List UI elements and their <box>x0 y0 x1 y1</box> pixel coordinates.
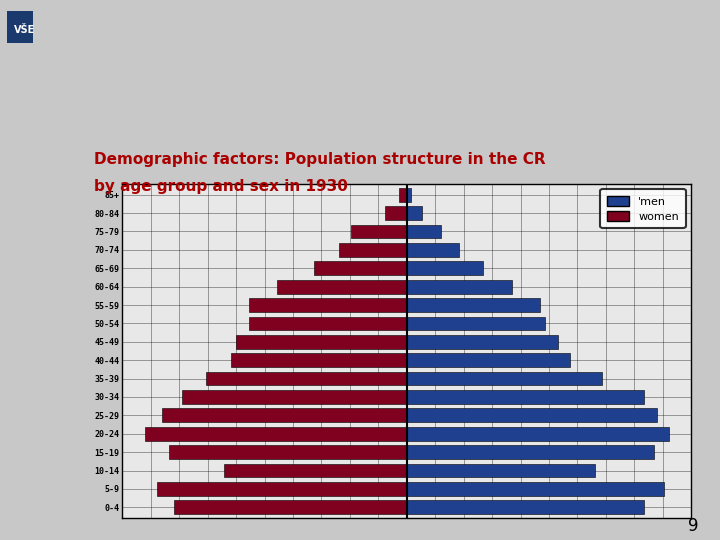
Bar <box>169 446 407 459</box>
Text: 9: 9 <box>688 517 698 535</box>
Bar <box>277 280 407 294</box>
Bar <box>407 335 558 349</box>
Bar <box>407 501 644 514</box>
Bar <box>407 243 459 256</box>
Bar <box>181 390 407 404</box>
Bar <box>248 298 407 312</box>
Bar <box>407 298 540 312</box>
Bar <box>314 261 407 275</box>
Bar <box>407 225 441 238</box>
Bar <box>400 188 407 201</box>
Bar <box>407 446 654 459</box>
Bar <box>407 390 644 404</box>
Text: Demographic factors: Population structure in the CR: Demographic factors: Population structur… <box>94 152 545 167</box>
Legend: 'men, women: 'men, women <box>600 189 685 228</box>
Bar <box>407 316 545 330</box>
Bar <box>224 464 407 477</box>
Bar <box>236 335 407 349</box>
Text: VŠE: VŠE <box>14 25 35 35</box>
Bar <box>162 408 407 422</box>
Bar <box>407 188 410 201</box>
Text: by age group and sex in 1930: by age group and sex in 1930 <box>94 179 348 194</box>
Bar <box>407 261 483 275</box>
Bar <box>351 225 407 238</box>
Bar <box>339 243 407 256</box>
Bar <box>407 482 664 496</box>
Bar <box>407 464 595 477</box>
Bar <box>407 353 570 367</box>
Bar <box>7 11 33 43</box>
Bar <box>407 206 422 220</box>
Bar <box>157 482 407 496</box>
Bar <box>384 206 407 220</box>
Bar <box>248 316 407 330</box>
Bar <box>207 372 407 386</box>
Bar <box>231 353 407 367</box>
Bar <box>407 372 602 386</box>
Bar <box>407 280 512 294</box>
Bar <box>407 427 669 441</box>
Bar <box>174 501 407 514</box>
Bar <box>407 408 657 422</box>
Bar <box>145 427 407 441</box>
